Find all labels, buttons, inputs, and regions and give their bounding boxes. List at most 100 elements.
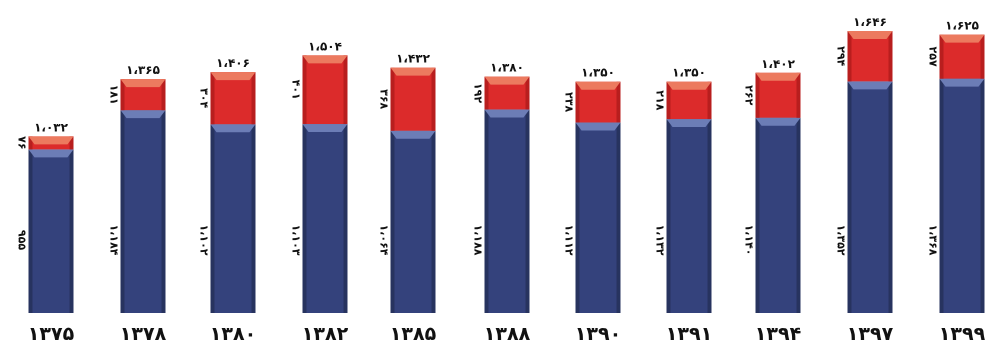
bar-edge-right bbox=[616, 81, 621, 123]
bar-segment-blue bbox=[939, 78, 985, 313]
bar-edge-left bbox=[302, 124, 307, 313]
bar-bevel-blue bbox=[847, 81, 893, 90]
red-segment-label: ۲۱۸ bbox=[654, 90, 667, 110]
bar-bevel-blue bbox=[120, 110, 166, 119]
bars-layer bbox=[28, 31, 985, 313]
bar-bevel-blue bbox=[390, 130, 436, 139]
bar-edge-left bbox=[390, 130, 395, 313]
labels-layer: ۱،۰۳۲ ۷۶ ۹۵۵ ۱۳۷۵ ۱،۳۶۵ ۱۸۱ ۱،۱۸۴ ۱۳۷۸ ۱،۴۰۶ ۳۰۴ ۱… bbox=[16, 15, 986, 345]
bar-edge-left bbox=[120, 79, 125, 111]
bar-bevel-red bbox=[666, 81, 712, 90]
bar-bevel-red bbox=[939, 34, 985, 43]
bar-segment-blue bbox=[484, 109, 530, 313]
bar-edge-right bbox=[431, 67, 436, 131]
bar-segment-red bbox=[847, 31, 893, 82]
bar-bevel-red bbox=[755, 72, 801, 81]
x-tick-label: ۱۳۸۲ bbox=[302, 323, 349, 345]
bar-bevel-red bbox=[484, 76, 530, 85]
red-segment-label: ۳۶۸ bbox=[378, 89, 391, 109]
bar-bevel-red bbox=[120, 79, 166, 88]
bar-group bbox=[390, 67, 436, 313]
bar-segment-red bbox=[210, 72, 256, 125]
bar-edge-right bbox=[161, 79, 166, 111]
bar-edge-left bbox=[575, 122, 580, 313]
x-tick-label: ۱۳۹۰ bbox=[575, 323, 621, 345]
total-label: ۱،۴۰۶ bbox=[216, 56, 250, 70]
total-label: ۱،۴۳۲ bbox=[396, 52, 431, 66]
bar-bevel-blue bbox=[666, 119, 712, 128]
bar-group bbox=[120, 79, 166, 313]
bar-edge-right bbox=[251, 124, 256, 313]
bar-edge-left bbox=[847, 31, 852, 82]
bar-segment-red bbox=[302, 55, 348, 125]
x-tick-label: ۱۳۷۵ bbox=[28, 323, 75, 345]
blue-segment-label: ۱،۱۰۳ bbox=[290, 224, 303, 255]
bar-segment-blue bbox=[28, 149, 74, 313]
bar-segment-blue bbox=[666, 119, 712, 313]
x-tick-label: ۱۳۷۸ bbox=[120, 323, 167, 345]
bar-bevel-red bbox=[575, 81, 621, 90]
bar-bevel-red bbox=[390, 67, 436, 76]
bar-edge-left bbox=[939, 34, 944, 79]
bar-segment-blue bbox=[302, 124, 348, 313]
red-segment-label: ۲۳۸ bbox=[563, 92, 576, 112]
bar-group bbox=[847, 31, 893, 313]
x-tick-label: ۱۳۹۹ bbox=[939, 323, 986, 345]
bar-edge-left bbox=[120, 110, 125, 313]
bar-edge-right bbox=[980, 78, 985, 313]
red-segment-label: ۷۶ bbox=[16, 136, 29, 149]
blue-segment-label: ۱،۱۳۲ bbox=[654, 224, 667, 255]
total-label: ۱،۳۵۰ bbox=[581, 66, 615, 80]
bar-group bbox=[575, 81, 621, 313]
red-segment-label: ۴۰۱ bbox=[290, 80, 303, 100]
blue-segment-label: ۱،۳۵۲ bbox=[835, 224, 848, 255]
bar-edge-right bbox=[888, 31, 893, 82]
bar-segment-blue bbox=[210, 124, 256, 313]
bar-bevel-blue bbox=[302, 124, 348, 133]
bar-edge-left bbox=[210, 124, 215, 313]
bar-edge-left bbox=[302, 55, 307, 125]
bar-edge-right bbox=[69, 136, 74, 150]
blue-segment-label: ۱،۳۶۸ bbox=[927, 224, 940, 255]
bar-edge-right bbox=[343, 55, 348, 125]
bar-edge-left bbox=[575, 81, 580, 123]
bar-group bbox=[210, 72, 256, 313]
red-segment-label: ۲۶۲ bbox=[743, 85, 756, 105]
bar-segment-blue bbox=[755, 117, 801, 313]
bar-edge-right bbox=[251, 72, 256, 125]
bar-edge-left bbox=[484, 76, 489, 110]
bar-edge-right bbox=[707, 81, 712, 120]
bar-edge-left bbox=[28, 136, 33, 150]
red-segment-label: ۲۹۴ bbox=[835, 46, 848, 66]
bar-edge-left bbox=[28, 149, 33, 313]
red-segment-label: ۳۰۴ bbox=[198, 88, 211, 108]
bar-bevel-blue bbox=[939, 78, 985, 87]
bar-bevel-blue bbox=[210, 124, 256, 133]
bar-edge-right bbox=[343, 124, 348, 313]
bar-edge-right bbox=[796, 117, 801, 313]
bar-edge-left bbox=[939, 78, 944, 313]
x-tick-label: ۱۳۹۱ bbox=[666, 323, 712, 345]
blue-segment-label: ۱،۰۶۴ bbox=[378, 224, 391, 255]
bar-edge-left bbox=[390, 67, 395, 131]
bar-edge-left bbox=[755, 72, 760, 118]
bar-group bbox=[755, 72, 801, 313]
blue-segment-label: ۱،۱۸۴ bbox=[108, 224, 121, 255]
blue-segment-label: ۱،۱۸۸ bbox=[472, 224, 485, 255]
bar-edge-right bbox=[525, 109, 530, 313]
blue-segment-label: ۱،۱۱۲ bbox=[563, 224, 576, 255]
bar-group bbox=[484, 76, 530, 313]
bar-bevel-blue bbox=[755, 117, 801, 126]
blue-segment-label: ۹۵۵ bbox=[16, 230, 29, 250]
bar-edge-right bbox=[431, 130, 436, 313]
bar-edge-right bbox=[525, 76, 530, 110]
x-tick-label: ۱۳۸۰ bbox=[210, 323, 256, 345]
blue-segment-label: ۱،۱۰۲ bbox=[198, 224, 211, 255]
bar-edge-right bbox=[888, 81, 893, 313]
bar-bevel-red bbox=[28, 136, 74, 145]
x-tick-label: ۱۳۹۷ bbox=[847, 323, 894, 345]
bar-edge-left bbox=[484, 109, 489, 313]
red-segment-label: ۲۵۷ bbox=[927, 47, 940, 67]
bar-group bbox=[666, 81, 712, 313]
